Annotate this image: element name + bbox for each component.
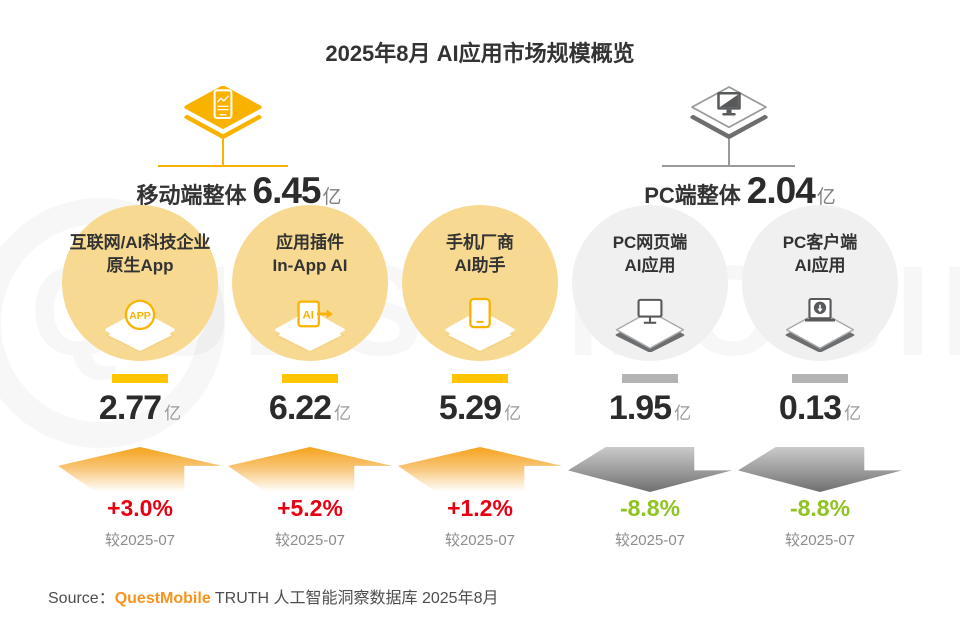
pc-platform-icon bbox=[690, 86, 768, 140]
category-label: 应用插件 In-App AI bbox=[232, 205, 388, 278]
category-value: 2.77 亿 bbox=[55, 389, 225, 428]
value-number: 6.22 bbox=[268, 389, 332, 427]
category-circle: 互联网/AI科技企业 原生App APP bbox=[62, 205, 218, 361]
category-label: PC网页端 AI应用 bbox=[572, 205, 728, 278]
change-percent: +3.0% bbox=[107, 495, 173, 521]
trend-down-arrow bbox=[738, 447, 902, 492]
source-rest: TRUTH 人工智能洞察数据库 2025年8月 bbox=[210, 590, 499, 607]
source-prefix: Source： bbox=[48, 590, 115, 607]
category-label-line1: 手机厂商 bbox=[446, 233, 514, 252]
category-column-native-app: 互联网/AI科技企业 原生App APP 2.77 亿 +3.0% 较2025-0… bbox=[55, 0, 225, 620]
category-label: 手机厂商 AI助手 bbox=[402, 205, 558, 278]
category-label-line2: 原生App bbox=[106, 255, 174, 275]
mobile-total-label: 移动端整体 bbox=[136, 183, 247, 208]
change-percent: +1.2% bbox=[447, 495, 513, 521]
category-value: 1.95 亿 bbox=[565, 389, 735, 428]
category-label-line1: 应用插件 bbox=[276, 233, 344, 252]
pc-connector-horizontal bbox=[662, 165, 795, 167]
category-value: 0.13 亿 bbox=[735, 389, 905, 428]
category-value: 6.22 亿 bbox=[225, 389, 395, 428]
trend-up-arrow bbox=[228, 447, 392, 492]
source-line: Source：QuestMobile TRUTH 人工智能洞察数据库 2025年… bbox=[48, 584, 498, 608]
category-label-line2: AI应用 bbox=[624, 255, 676, 275]
value-unit: 亿 bbox=[504, 404, 522, 423]
value-bar bbox=[622, 374, 678, 383]
mobile-platform-icon bbox=[184, 86, 262, 140]
category-label-line1: PC客户端 bbox=[782, 233, 858, 252]
category-value: 5.29 亿 bbox=[395, 389, 565, 428]
category-circle: PC客户端 AI应用 bbox=[742, 205, 898, 361]
source-brand: QuestMobile bbox=[114, 590, 211, 607]
category-label-line2: AI应用 bbox=[794, 255, 846, 275]
change-percent: -8.8% bbox=[619, 495, 681, 521]
category-circle: PC网页端 AI应用 bbox=[572, 205, 728, 361]
trend-down-arrow bbox=[568, 447, 732, 492]
mobile-total-unit: 亿 bbox=[322, 187, 342, 208]
change-percent: -8.8% bbox=[789, 495, 851, 521]
category-column-pc-client-ai: PC客户端 AI应用 0.13 亿 -8.8% 较2025-07 bbox=[735, 0, 905, 620]
trend-up-arrow bbox=[58, 447, 222, 492]
mobile-total: 移动端整体 6.45 亿 bbox=[136, 170, 341, 212]
value-bar bbox=[282, 374, 338, 383]
mobile-total-value: 6.45 bbox=[252, 170, 321, 211]
category-label-line2: AI助手 bbox=[454, 255, 506, 275]
comparison-label: 较2025-07 bbox=[444, 532, 516, 549]
category-label: PC客户端 AI应用 bbox=[742, 205, 898, 278]
trend-up-arrow bbox=[398, 447, 562, 492]
ai-badge-text: AI bbox=[303, 309, 314, 321]
pc-connector-vertical bbox=[728, 139, 730, 166]
value-unit: 亿 bbox=[674, 404, 692, 423]
mobile-connector-vertical bbox=[222, 139, 224, 166]
value-number: 2.77 bbox=[98, 389, 162, 427]
phone-assistant-icon bbox=[445, 297, 515, 352]
change-percent: +5.2% bbox=[277, 495, 343, 521]
pc-total: PC端整体 2.04 亿 bbox=[644, 170, 836, 212]
value-unit: 亿 bbox=[844, 404, 862, 423]
native-app-icon: APP bbox=[105, 299, 175, 352]
comparison-label: 较2025-07 bbox=[104, 532, 176, 549]
value-number: 5.29 bbox=[438, 389, 502, 427]
value-bar bbox=[112, 374, 168, 383]
pc-web-ai-icon bbox=[615, 298, 685, 352]
comparison-label: 较2025-07 bbox=[784, 532, 856, 549]
comparison-label: 较2025-07 bbox=[614, 532, 686, 549]
value-unit: 亿 bbox=[164, 404, 182, 423]
pc-total-label: PC端整体 bbox=[644, 183, 741, 208]
category-label-line1: PC网页端 bbox=[612, 233, 688, 252]
comparison-label: 较2025-07 bbox=[274, 532, 346, 549]
pc-client-ai-icon bbox=[785, 297, 855, 352]
category-column-pc-web-ai: PC网页端 AI应用 1.95 亿 -8.8% 较2025-07 bbox=[565, 0, 735, 620]
page-title: 2025年8月 AI应用市场规模概览 bbox=[325, 41, 635, 66]
category-column-inapp-ai: 应用插件 In-App AI AI 6.22 亿 +5.2% 较2025-07 bbox=[225, 0, 395, 620]
value-bar bbox=[792, 374, 848, 383]
pc-total-unit: 亿 bbox=[816, 187, 836, 208]
category-label-line2: In-App AI bbox=[272, 255, 348, 275]
app-badge-text: APP bbox=[129, 310, 151, 322]
category-circle: 手机厂商 AI助手 bbox=[402, 205, 558, 361]
category-label: 互联网/AI科技企业 原生App bbox=[62, 205, 218, 278]
category-circle: 应用插件 In-App AI AI bbox=[232, 205, 388, 361]
value-number: 1.95 bbox=[608, 389, 672, 427]
mobile-connector-horizontal bbox=[158, 165, 288, 167]
value-bar bbox=[452, 374, 508, 383]
category-column-phone-vendor-assistant: 手机厂商 AI助手 5.29 亿 +1.2% 较2025-07 bbox=[395, 0, 565, 620]
value-unit: 亿 bbox=[334, 404, 352, 423]
category-label-line1: 互联网/AI科技企业 bbox=[69, 233, 211, 252]
value-number: 0.13 bbox=[778, 389, 842, 427]
inapp-ai-icon: AI bbox=[275, 300, 345, 352]
pc-total-value: 2.04 bbox=[746, 170, 816, 211]
